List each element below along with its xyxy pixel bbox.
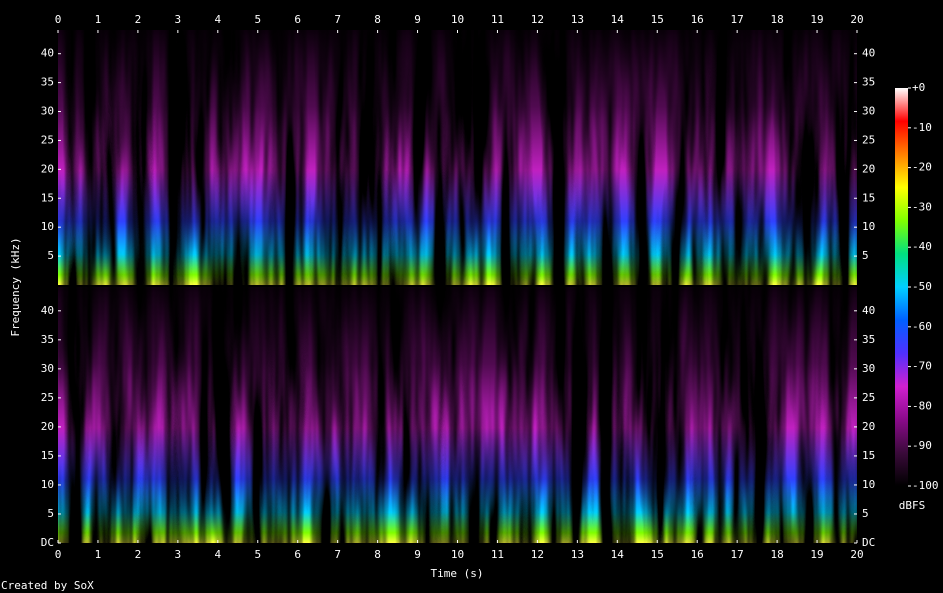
x-tick-label: 2 [135,13,142,26]
colorbar-tick-label: -100 [912,479,939,492]
y-tick-label: 15 [41,191,54,204]
x-tick-label: 14 [611,548,625,561]
spectrogram-image [58,287,857,543]
x-tick-label: 16 [691,13,704,26]
y-tick-label: 40 [41,304,54,317]
x-tick-label: 17 [731,548,744,561]
x-tick-label: 1 [95,548,102,561]
x-tick-label: 12 [531,13,544,26]
colorbar-tick-label: -20 [912,161,932,174]
x-tick-label: 4 [214,13,221,26]
footer: Created by SoX [1,579,94,592]
x-tick-label: 5 [254,548,261,561]
x-tick-label: 7 [334,13,341,26]
x-tick-label: 8 [374,548,381,561]
y-tick-label: 15 [41,449,54,462]
colorbar-label: dBFS [899,499,926,512]
y-tick-label: 20 [41,162,54,175]
x-tick-label: 16 [691,548,704,561]
colorbar [895,88,908,486]
y-tick-label: 10 [862,220,875,233]
y-tick-label: 15 [862,449,875,462]
colorbar-tick-label: -50 [912,280,932,293]
x-tick-label: 14 [611,13,625,26]
y-tick-label: 40 [862,47,875,60]
y-tick-label: 40 [41,47,54,60]
y-axis-label: Frequency (kHz) [9,237,22,336]
x-tick-label: 18 [770,548,783,561]
colorbar-tick-label: -40 [912,240,932,253]
y-tick-label: 5 [47,507,54,520]
spectrogram-image [58,30,857,285]
y-tick-label: 30 [862,105,875,118]
y-tick-label: 15 [862,191,875,204]
y-tick-label: 30 [41,362,54,375]
y-tick-label: 5 [862,249,869,262]
spectrogram-panels [58,30,857,543]
y-tick-label: 40 [862,304,875,317]
x-tick-label: 8 [374,13,381,26]
y-tick-label: 35 [862,333,875,346]
y-tick-label: 25 [41,391,54,404]
x-tick-label: 1 [95,13,102,26]
x-tick-label: 9 [414,548,421,561]
x-tick-label: 11 [491,13,504,26]
x-tick-label: 5 [254,13,261,26]
colorbar-tick-label: -10 [912,121,932,134]
colorbar-tick-label: -60 [912,320,932,333]
colorbar-tick-label: +0 [912,81,925,94]
x-tick-label: 20 [850,13,863,26]
x-tick-label: 7 [334,548,341,561]
y-tick-label: 30 [41,105,54,118]
x-tick-label: 3 [175,548,182,561]
x-tick-label: 17 [731,13,744,26]
y-tick-label: 25 [41,133,54,146]
x-tick-label: 10 [451,13,464,26]
y-tick-label: 35 [41,76,54,89]
y-tick-label: DC [862,536,875,549]
x-tick-label: 19 [810,548,823,561]
y-tick-label: 10 [41,220,54,233]
x-tick-label: 9 [414,13,421,26]
x-tick-label: 0 [55,13,62,26]
colorbar-tick-label: -70 [912,360,932,373]
y-tick-label: 20 [862,420,875,433]
y-tick-label: 10 [862,478,875,491]
x-tick-label: 11 [491,548,504,561]
x-tick-label: 6 [294,548,301,561]
colorbar-tick-label: -80 [912,399,932,412]
y-tick-label: 5 [862,507,869,520]
x-tick-label: 13 [571,548,584,561]
y-tick-label: 30 [862,362,875,375]
x-tick-label: 10 [451,548,464,561]
x-tick-label: 18 [770,13,783,26]
x-tick-label: 12 [531,548,544,561]
colorbar-tick-label: -30 [912,200,932,213]
x-tick-label: 6 [294,13,301,26]
y-tick-label: 20 [862,162,875,175]
x-tick-label: 4 [214,548,221,561]
y-tick-label: 25 [862,391,875,404]
y-tick-label: 35 [862,76,875,89]
y-tick-label: 10 [41,478,54,491]
x-tick-label: 2 [135,548,142,561]
x-axis-label: Time (s) [431,567,484,580]
y-tick-label: 25 [862,133,875,146]
x-tick-label: 15 [651,548,664,561]
x-tick-label: 19 [810,13,823,26]
colorbar-tick-label: -90 [912,439,932,452]
y-tick-label: 20 [41,420,54,433]
x-tick-label: 13 [571,13,584,26]
x-tick-label: 0 [55,548,62,561]
x-tick-label: 20 [850,548,863,561]
y-tick-label: 5 [47,249,54,262]
x-tick-label: 3 [175,13,182,26]
y-tick-label: DC [41,536,54,549]
y-tick-label: 35 [41,333,54,346]
x-tick-label: 15 [651,13,664,26]
